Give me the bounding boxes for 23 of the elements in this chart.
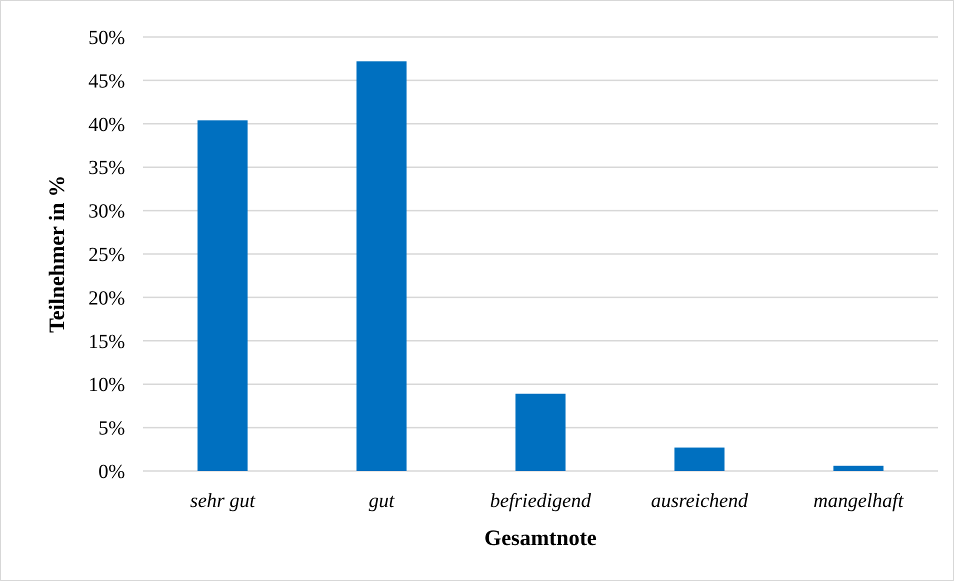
y-tick-label: 10% [88, 374, 125, 396]
bar [833, 466, 884, 471]
y-tick-label: 0% [98, 461, 125, 483]
y-tick-label: 25% [88, 244, 125, 266]
bar [198, 120, 248, 471]
x-axis-title: Gesamtnote [484, 525, 597, 550]
x-tick-label: sehr gut [190, 490, 256, 512]
x-tick-label: ausreichend [650, 490, 749, 512]
bar [674, 448, 725, 471]
x-tick-label: gut [368, 490, 395, 512]
bar [515, 394, 566, 471]
x-tick-label: mangelhaft [813, 490, 904, 512]
y-tick-label: 30% [88, 200, 125, 223]
y-tick-label: 35% [88, 157, 125, 180]
x-tick-label: befriedigend [490, 490, 592, 512]
bar [356, 61, 407, 471]
y-tick-label: 45% [88, 70, 125, 92]
y-tick-label: 20% [88, 287, 125, 310]
y-axis-title: Teilnehmer in % [44, 175, 69, 333]
y-tick-label: 50% [88, 27, 125, 49]
y-tick-label: 5% [98, 418, 125, 440]
y-tick-label: 15% [88, 330, 125, 353]
y-tick-label: 40% [88, 114, 125, 136]
